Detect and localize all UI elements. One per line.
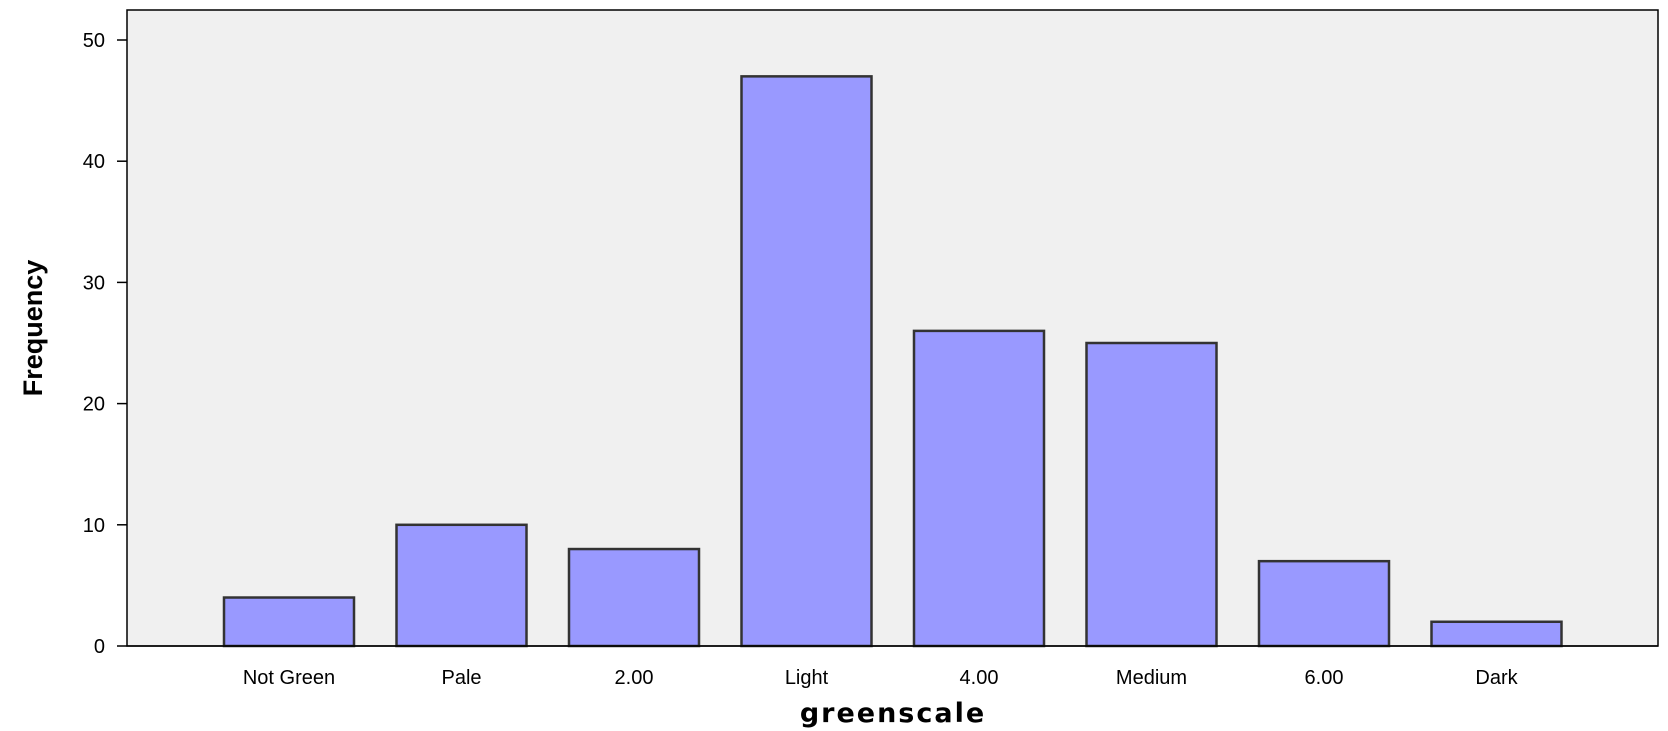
y-tick-label: 10	[83, 515, 105, 537]
y-axis-title: Frequency	[18, 260, 48, 397]
x-tick-label: 2.00	[615, 667, 654, 689]
bar	[395, 523, 528, 648]
bar	[1257, 559, 1391, 648]
x-tick-label: 6.00	[1305, 667, 1344, 689]
y-tick-label: 40	[83, 151, 105, 173]
bar	[912, 329, 1046, 648]
y-tick-label: 30	[83, 272, 105, 294]
x-axis: Not Green Pale 2.00 Light 4.00 Medium 6.00 Dark	[127, 645, 1658, 689]
y-axis: 0 10 20 30 40 50	[83, 30, 127, 658]
bar	[222, 596, 356, 648]
y-tick-label: 0	[94, 636, 105, 658]
x-tick-label: 4.00	[960, 667, 999, 689]
bar	[1085, 341, 1218, 648]
y-tick-label: 50	[83, 30, 105, 52]
x-tick-label: Medium	[1116, 667, 1187, 689]
x-tick-label: Not Green	[243, 667, 335, 689]
bar	[1430, 620, 1563, 648]
x-tick-label: Light	[785, 667, 829, 689]
plot-background	[126, 9, 1659, 647]
y-tick-label: 20	[83, 394, 105, 416]
x-tick-label: Dark	[1475, 667, 1518, 689]
bar	[567, 547, 701, 648]
x-tick-label: Pale	[441, 667, 481, 689]
bar	[740, 75, 873, 648]
bars-group	[222, 75, 1563, 648]
x-axis-title: greenscale	[800, 698, 986, 729]
